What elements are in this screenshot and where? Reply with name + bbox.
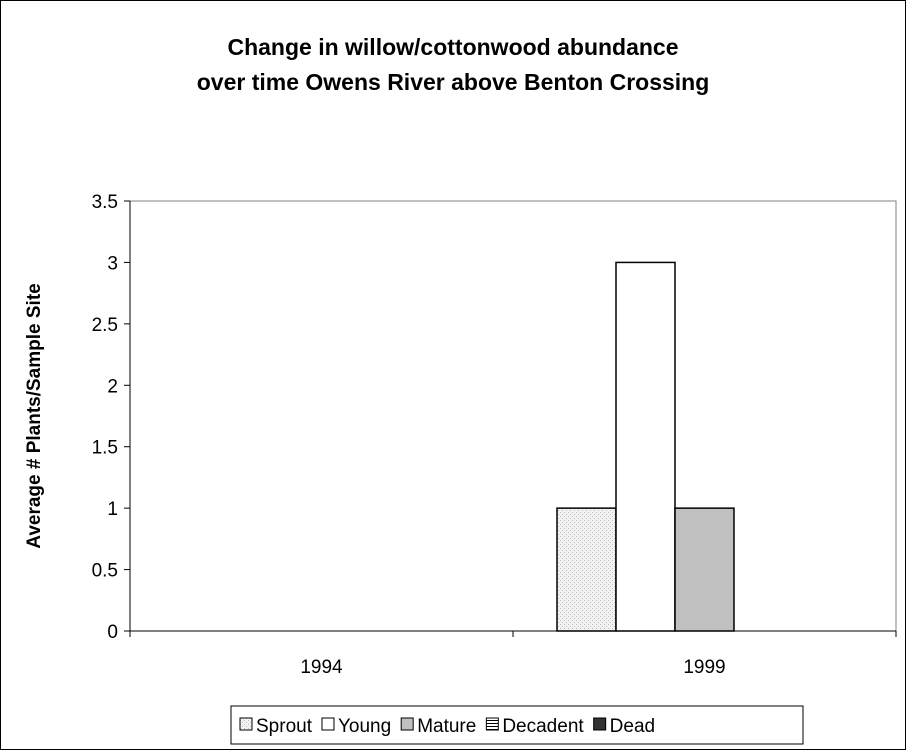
legend-swatch-dead <box>593 717 607 731</box>
legend-swatch-mature <box>400 717 414 731</box>
bar-young-1999 <box>615 261 676 632</box>
y-tick-label: 3.5 <box>92 192 118 213</box>
y-tick-label: 0 <box>107 622 118 643</box>
legend-label-young: Young <box>338 716 391 737</box>
y-tick-label: 1.5 <box>92 438 118 459</box>
x-tick-label: 1994 <box>300 657 343 678</box>
y-tick-label: 1 <box>107 499 118 520</box>
chart-title-line-2: over time Owens River above Benton Cross… <box>197 69 710 95</box>
legend-swatch-young <box>321 717 335 731</box>
y-axis: 0 0.5 1 1.5 2 2.5 3 3.5 <box>92 192 131 643</box>
bars <box>556 261 735 632</box>
legend-swatch-decadent <box>485 717 499 731</box>
legend-label-decadent: Decadent <box>502 716 584 737</box>
y-tick-label: 3 <box>107 253 118 274</box>
legend-swatch-sprout <box>239 717 253 731</box>
legend-box <box>230 705 804 745</box>
y-tick-label: 2 <box>107 376 118 397</box>
legend-label-mature: Mature <box>417 716 476 737</box>
bar-mature-1999 <box>674 507 735 632</box>
x-tick-label: 1999 <box>683 657 725 678</box>
y-tick-label: 2.5 <box>92 315 118 336</box>
plot-area <box>129 200 897 632</box>
legend-label-sprout: Sprout <box>256 716 313 737</box>
x-axis: 1994 1999 <box>129 630 897 678</box>
legend: Sprout Young Mature Decadent Dead <box>239 716 655 737</box>
chart-title-line-1: Change in willow/cottonwood abundance <box>227 34 678 60</box>
legend-label-dead: Dead <box>610 716 655 737</box>
y-tick-label: 0.5 <box>92 561 118 582</box>
bar-sprout-1999 <box>556 507 617 632</box>
y-axis-title: Average # Plants/Sample Site <box>24 283 45 548</box>
